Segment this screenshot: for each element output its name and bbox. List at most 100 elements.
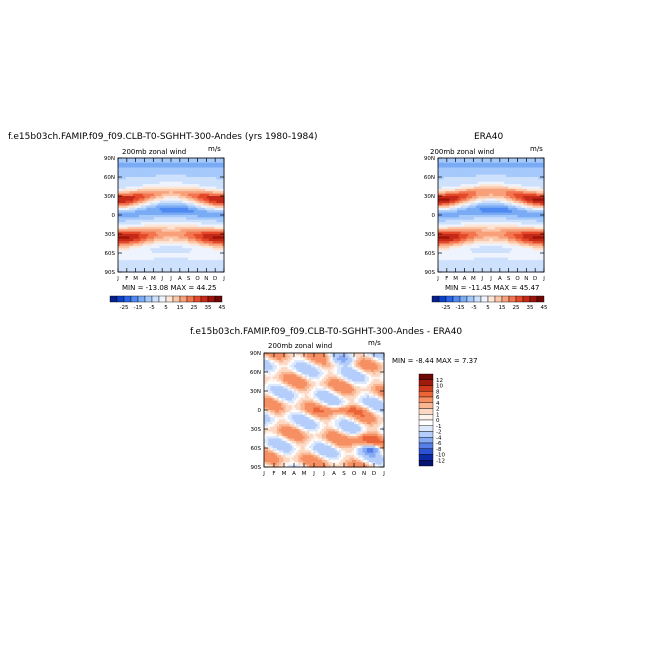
model-cell	[188, 174, 191, 178]
model-cell	[184, 210, 187, 214]
obs-cell	[508, 186, 511, 190]
model-cell	[208, 160, 212, 164]
model-cell	[184, 188, 187, 192]
obs-cell	[515, 177, 519, 180]
model-cell	[123, 243, 127, 247]
obs-cell	[453, 186, 456, 190]
obs-cell	[445, 205, 449, 209]
model-cell	[174, 257, 178, 261]
model-cell	[218, 238, 221, 242]
model-cell	[152, 198, 155, 202]
model-cell	[136, 267, 140, 271]
obs-cell	[487, 226, 490, 230]
model-cell	[193, 184, 197, 188]
obs-cell	[496, 179, 500, 183]
model-cell	[146, 203, 149, 207]
model-cell	[144, 174, 147, 178]
model-cell	[136, 179, 140, 183]
obs-cell	[498, 205, 502, 209]
model-cell	[182, 245, 185, 249]
obs-cell	[519, 236, 522, 240]
model-cell	[140, 193, 144, 197]
obs-cell	[521, 248, 524, 252]
obs-cell	[540, 184, 543, 188]
model-cell	[135, 217, 138, 221]
obs-cell	[449, 172, 452, 176]
obs-cell	[532, 222, 536, 226]
model-cell	[165, 162, 168, 166]
model-cell	[152, 262, 155, 266]
obs-cell	[487, 162, 490, 166]
model-cell	[191, 191, 195, 195]
obs-cell	[475, 188, 479, 192]
obs-cell	[470, 234, 473, 237]
obs-cell	[445, 231, 449, 235]
obs-cell	[443, 177, 447, 180]
model-cell	[167, 269, 170, 273]
model-cell	[135, 210, 138, 214]
model-cell	[218, 172, 221, 176]
obs-cell	[536, 165, 539, 169]
model-cell	[146, 200, 149, 204]
obs-units: m/s	[530, 145, 543, 153]
model-cell	[214, 238, 218, 242]
obs-cell	[451, 174, 454, 178]
model-cell	[157, 158, 161, 161]
model-cell	[205, 203, 208, 207]
obs-cell	[447, 193, 450, 197]
obs-cell	[458, 224, 462, 228]
obs-cell	[477, 177, 481, 180]
model-cell	[171, 203, 174, 207]
obs-cell	[542, 236, 545, 240]
obs-cell	[504, 207, 507, 211]
model-cell	[212, 248, 216, 252]
model-cell	[216, 236, 219, 240]
model-cell	[157, 229, 161, 233]
obs-cell	[472, 245, 475, 249]
model-cell	[121, 245, 125, 249]
model-cell	[184, 186, 187, 190]
obs-cell	[513, 158, 517, 161]
obs-cell	[542, 179, 545, 183]
model-cell	[218, 253, 221, 256]
obs-cell	[538, 196, 541, 199]
model-cell	[186, 160, 189, 164]
obs-cell	[468, 248, 471, 252]
obs-cell	[536, 177, 539, 180]
obs-cell	[462, 241, 466, 245]
obs-cell	[492, 250, 496, 254]
model-cell	[159, 172, 163, 176]
model-cell	[167, 193, 170, 197]
obs-cell	[498, 196, 502, 199]
obs-cell	[523, 184, 526, 188]
model-cell	[208, 236, 212, 240]
obs-cell	[506, 234, 509, 237]
obs-cell	[508, 160, 511, 164]
obs-cell	[455, 212, 458, 216]
model-cell	[146, 267, 149, 271]
model-cell	[203, 219, 206, 223]
obs-cell	[438, 215, 441, 218]
obs-cell	[485, 181, 488, 185]
obs-cell	[481, 177, 485, 180]
obs-cell	[504, 229, 507, 233]
model-cell	[119, 160, 123, 164]
model-cell	[174, 269, 178, 273]
model-cell	[218, 205, 221, 209]
model-cell	[172, 160, 176, 164]
obs-cell	[517, 172, 520, 176]
obs-cell	[485, 245, 488, 249]
obs-cell	[536, 243, 539, 247]
obs-cell	[525, 229, 528, 233]
model-cell	[205, 262, 208, 266]
obs-cell	[540, 224, 543, 228]
model-cell	[121, 215, 125, 218]
model-cell	[193, 200, 197, 204]
model-cell	[206, 229, 210, 233]
obs-cell	[538, 191, 541, 195]
obs-cell	[441, 193, 445, 197]
model-cell	[191, 203, 195, 207]
obs-cell	[475, 179, 479, 183]
obs-cell	[479, 165, 483, 169]
model-cell	[161, 222, 165, 226]
